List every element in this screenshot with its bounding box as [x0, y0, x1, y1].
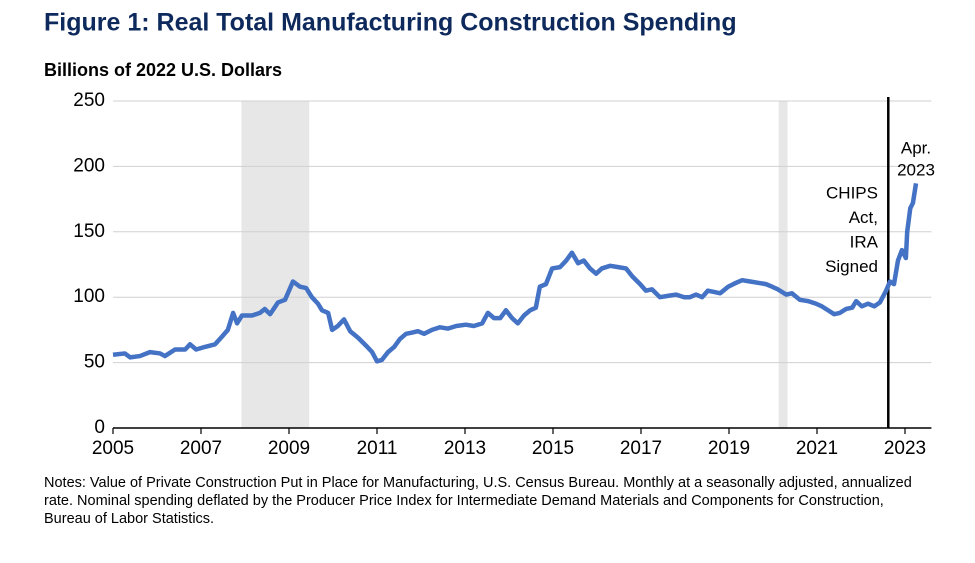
y-tick-label: 250	[73, 90, 105, 111]
y-tick-label: 0	[94, 417, 105, 438]
x-tick-label: 2013	[444, 438, 486, 459]
chart-subtitle: Billions of 2022 U.S. Dollars	[44, 60, 282, 80]
x-tick-label: 2011	[357, 438, 398, 459]
annotation: IRA	[850, 232, 879, 251]
x-tick-label: 2005	[92, 438, 134, 459]
chart-title: Figure 1: Real Total Manufacturing Const…	[44, 9, 737, 37]
y-tick-label: 50	[84, 352, 105, 373]
x-tick-label: 2021	[796, 438, 838, 459]
y-tick-label: 150	[73, 221, 105, 242]
x-tick-label: 2017	[620, 438, 662, 459]
x-tick-label: 2015	[532, 438, 574, 459]
y-tick-label: 100	[73, 286, 105, 307]
notes: Notes: Value of Private Construction Put…	[44, 475, 912, 527]
data-line	[112, 183, 919, 364]
x-tick-label: 2023	[884, 438, 926, 459]
annotation: Signed	[825, 257, 878, 276]
chart: Figure 1: Real Total Manufacturing Const…	[44, 9, 935, 459]
y-tick-label: 200	[73, 155, 105, 176]
annotation: 2023	[897, 160, 935, 179]
shaded-period	[241, 101, 310, 428]
shaded-period	[778, 101, 788, 428]
annotation: Act,	[849, 208, 878, 227]
x-tick-label: 2019	[708, 438, 750, 459]
x-tick-label: 2007	[180, 438, 222, 459]
annotation: CHIPS	[826, 183, 878, 202]
annotation: Apr.	[901, 138, 931, 157]
x-tick-label: 2009	[268, 438, 310, 459]
